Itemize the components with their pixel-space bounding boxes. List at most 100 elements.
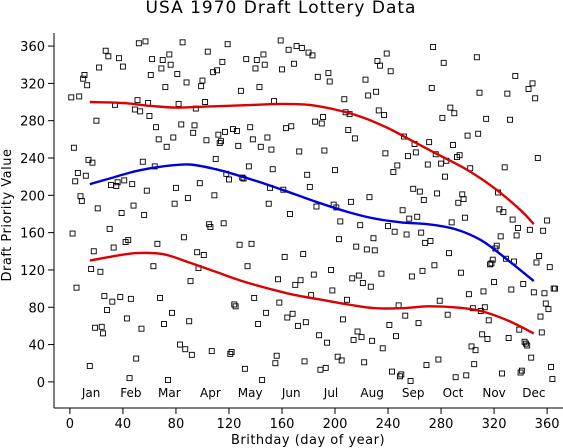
data-point bbox=[126, 375, 133, 382]
data-point bbox=[427, 238, 434, 244]
data-point bbox=[481, 304, 488, 311]
data-point bbox=[520, 280, 527, 287]
data-point bbox=[480, 288, 487, 295]
data-point bbox=[326, 78, 333, 85]
data-point bbox=[170, 134, 177, 141]
data-point bbox=[204, 48, 211, 55]
data-point bbox=[365, 92, 372, 99]
data-point bbox=[245, 163, 252, 170]
data-point bbox=[92, 324, 99, 331]
data-point bbox=[420, 197, 427, 203]
data-point bbox=[165, 377, 171, 383]
data-point bbox=[455, 199, 462, 206]
data-point bbox=[329, 287, 336, 294]
data-point bbox=[451, 110, 458, 117]
data-point bbox=[373, 88, 380, 95]
data-point bbox=[526, 226, 533, 233]
data-point bbox=[415, 320, 422, 327]
data-point bbox=[167, 61, 174, 68]
data-point bbox=[302, 319, 309, 326]
data-point bbox=[509, 216, 516, 223]
smooth-curves bbox=[89, 100, 535, 335]
data-point bbox=[236, 241, 243, 248]
data-point bbox=[86, 363, 93, 369]
month-label: Feb bbox=[120, 386, 141, 400]
data-point bbox=[93, 117, 100, 124]
data-point bbox=[528, 354, 535, 361]
plot-frame bbox=[53, 33, 563, 409]
data-point bbox=[94, 205, 101, 212]
data-point bbox=[517, 369, 524, 376]
data-point bbox=[130, 202, 137, 209]
y-tick-label: 80 bbox=[28, 301, 45, 316]
data-point bbox=[491, 279, 498, 286]
data-point bbox=[183, 79, 190, 86]
data-point bbox=[247, 124, 254, 131]
data-point bbox=[472, 347, 479, 354]
data-point bbox=[186, 318, 193, 325]
data-point bbox=[233, 127, 240, 134]
data-point bbox=[127, 295, 134, 302]
y-tick-label: 120 bbox=[20, 264, 45, 279]
data-point bbox=[402, 312, 409, 319]
data-point bbox=[139, 158, 146, 165]
data-point bbox=[533, 259, 540, 266]
data-point bbox=[546, 264, 553, 271]
data-point bbox=[69, 230, 76, 237]
data-point bbox=[435, 356, 442, 363]
data-point bbox=[306, 183, 313, 190]
data-point bbox=[345, 127, 352, 133]
data-point bbox=[446, 250, 452, 257]
data-point bbox=[199, 77, 206, 84]
data-point bbox=[485, 317, 492, 324]
data-point bbox=[412, 149, 419, 156]
data-point bbox=[210, 69, 217, 76]
data-point bbox=[110, 244, 117, 251]
data-point bbox=[385, 223, 391, 230]
month-labels: Jan Feb Mar Apr May Jun Jul Aug Sep Oct Nov Dec bbox=[81, 386, 546, 400]
chart-title: USA 1970 Draft Lottery Data bbox=[146, 0, 417, 18]
data-point bbox=[456, 152, 463, 159]
data-point bbox=[325, 70, 332, 77]
data-point bbox=[377, 62, 384, 69]
data-point bbox=[430, 44, 437, 50]
data-point bbox=[279, 66, 285, 73]
data-point bbox=[461, 214, 468, 221]
data-point bbox=[534, 155, 541, 161]
data-point bbox=[416, 188, 423, 195]
data-point bbox=[301, 358, 308, 365]
data-point bbox=[269, 166, 276, 173]
data-point bbox=[149, 56, 156, 63]
data-point bbox=[476, 89, 483, 96]
data-point bbox=[260, 51, 267, 58]
data-point bbox=[457, 269, 464, 276]
month-label: Aug bbox=[360, 386, 383, 400]
data-point bbox=[182, 346, 189, 353]
data-point bbox=[146, 113, 153, 119]
data-point bbox=[513, 232, 520, 239]
data-point bbox=[408, 273, 415, 280]
data-point bbox=[82, 172, 89, 179]
data-point bbox=[440, 59, 447, 66]
data-point bbox=[532, 95, 539, 102]
data-point bbox=[448, 219, 455, 226]
month-label: Oct bbox=[443, 386, 464, 400]
data-point bbox=[214, 67, 220, 74]
data-point bbox=[418, 229, 425, 236]
data-point bbox=[232, 303, 239, 310]
data-point bbox=[512, 72, 519, 79]
data-point bbox=[248, 240, 255, 247]
data-point bbox=[202, 99, 209, 105]
data-point bbox=[166, 51, 173, 58]
data-point bbox=[215, 131, 222, 138]
data-point bbox=[442, 173, 448, 180]
data-point bbox=[397, 373, 403, 380]
data-point bbox=[104, 307, 110, 314]
data-point bbox=[500, 209, 507, 216]
data-point bbox=[414, 213, 421, 220]
data-point bbox=[366, 194, 373, 201]
data-point bbox=[340, 316, 346, 323]
data-point bbox=[426, 139, 433, 146]
data-point bbox=[97, 268, 104, 275]
data-point bbox=[378, 270, 385, 277]
